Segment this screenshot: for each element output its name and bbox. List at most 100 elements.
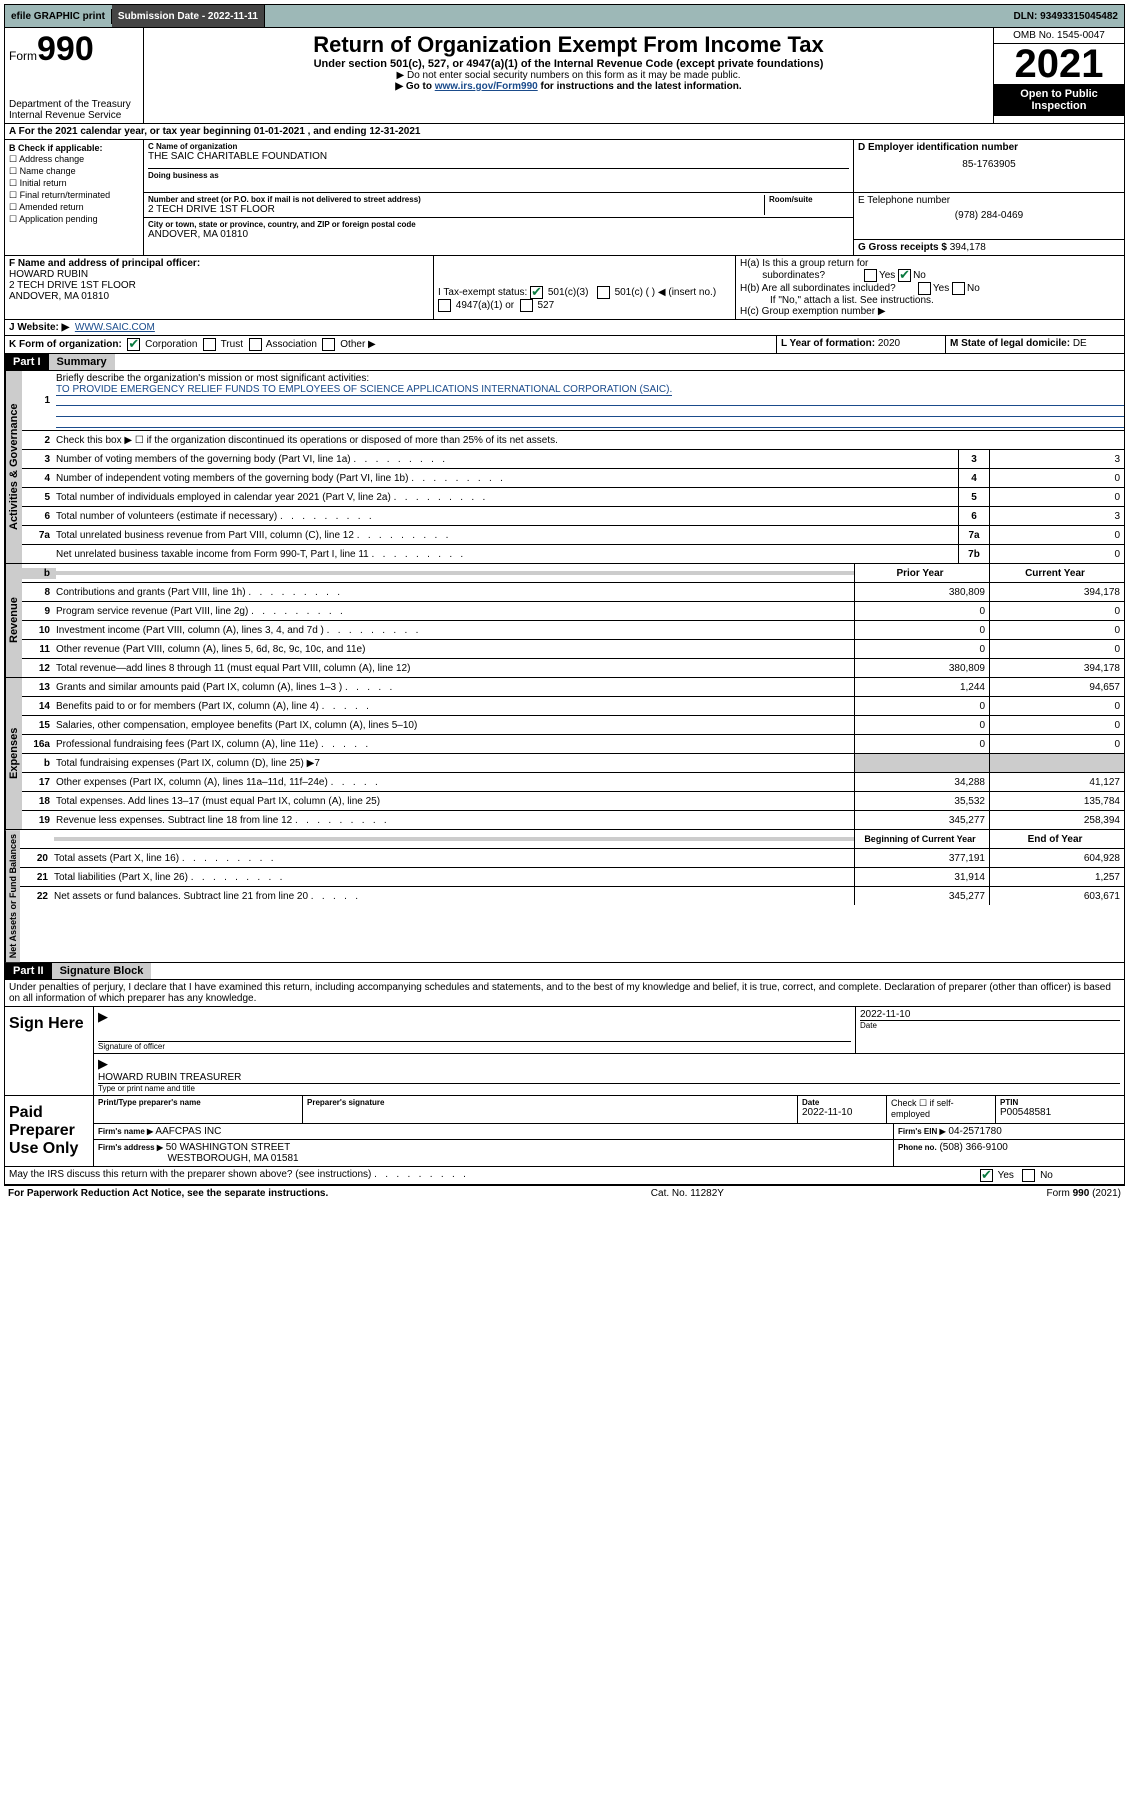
tax-year: 2021: [994, 44, 1124, 84]
firm-ein: 04-2571780: [948, 1126, 1001, 1137]
p18: 35,532: [854, 792, 989, 810]
form-number: Form990: [9, 30, 139, 69]
p9: 0: [854, 602, 989, 620]
line-20: Total assets (Part X, line 16): [54, 851, 854, 866]
part2-header: Part II Signature Block: [4, 963, 1125, 980]
line-10: Investment income (Part VIII, column (A)…: [56, 623, 854, 638]
line-21: Total liabilities (Part X, line 26): [54, 870, 854, 885]
cb-assoc[interactable]: [249, 338, 262, 351]
label-street: Number and street (or P.O. box if mail i…: [148, 195, 764, 204]
hdr-curr: Current Year: [989, 564, 1124, 582]
cb-4947[interactable]: [438, 299, 451, 312]
p8: 380,809: [854, 583, 989, 601]
label-gross: G Gross receipts $: [858, 242, 947, 253]
line-4: Number of independent voting members of …: [56, 471, 958, 486]
gross-receipts: 394,178: [950, 242, 986, 253]
cb-other[interactable]: [322, 338, 335, 351]
row-hb2: If "No," attach a list. See instructions…: [740, 295, 1120, 306]
c19: 258,394: [989, 811, 1124, 829]
irs-link[interactable]: www.irs.gov/Form990: [435, 81, 538, 92]
form-header: Form990 Department of the Treasury Inter…: [4, 28, 1125, 124]
firm-addr2: WESTBOROUGH, MA 01581: [167, 1153, 298, 1164]
line-9: Program service revenue (Part VIII, line…: [56, 604, 854, 619]
label-city: City or town, state or province, country…: [148, 220, 849, 229]
website-link[interactable]: WWW.SAIC.COM: [75, 322, 155, 333]
hdr-prior: Prior Year: [854, 564, 989, 582]
row-a-tax-year: A For the 2021 calendar year, or tax yea…: [4, 124, 1125, 140]
val-5: 0: [989, 488, 1124, 506]
cb-may-yes[interactable]: [980, 1169, 993, 1182]
cb-ha-no[interactable]: [898, 269, 911, 282]
line-6: Total number of volunteers (estimate if …: [56, 509, 958, 524]
row-j: J Website: ▶ WWW.SAIC.COM: [4, 320, 1125, 336]
pt-check: Check ☐ if self-employed: [887, 1096, 996, 1123]
footer-left: For Paperwork Reduction Act Notice, see …: [8, 1188, 328, 1199]
p11: 0: [854, 640, 989, 658]
sign-here-section: Sign Here Signature of officer 2022-11-1…: [4, 1007, 1125, 1096]
c15: 0: [989, 716, 1124, 734]
footer-mid: Cat. No. 11282Y: [651, 1188, 724, 1199]
form-subtitle: Under section 501(c), 527, or 4947(a)(1)…: [148, 58, 989, 70]
block-bcdeg: B Check if applicable: ☐ Address change …: [4, 140, 1125, 256]
officer-sig-name: HOWARD RUBIN TREASURER: [98, 1072, 1120, 1083]
tab-expenses: Expenses: [5, 678, 22, 829]
line-22: Net assets or fund balances. Subtract li…: [54, 889, 854, 904]
efile-button[interactable]: efile GRAPHIC print: [5, 9, 112, 24]
b20: 377,191: [854, 849, 989, 867]
street-address: 2 TECH DRIVE 1ST FLOOR: [148, 204, 764, 215]
state-domicile: DE: [1073, 338, 1087, 349]
p16b: [854, 754, 989, 772]
hdr-end: End of Year: [989, 830, 1124, 848]
submission-date: Submission Date - 2022-11-11: [112, 5, 265, 27]
c9: 0: [989, 602, 1124, 620]
cb-corp[interactable]: [127, 338, 140, 351]
val-7a: 0: [989, 526, 1124, 544]
row-fh: F Name and address of principal officer:…: [4, 256, 1125, 320]
part1-header: Part I Summary: [4, 354, 1125, 371]
line-18: Total expenses. Add lines 13–17 (must eq…: [56, 794, 854, 809]
cb-501c[interactable]: [597, 286, 610, 299]
c16a: 0: [989, 735, 1124, 753]
paid-preparer-label: Paid Preparer Use Only: [5, 1096, 94, 1166]
c10: 0: [989, 621, 1124, 639]
tab-activities: Activities & Governance: [5, 371, 22, 563]
line-16b: Total fundraising expenses (Part IX, col…: [56, 756, 854, 771]
b21: 31,914: [854, 868, 989, 886]
city-state-zip: ANDOVER, MA 01810: [148, 229, 849, 240]
row-may-discuss: May the IRS discuss this return with the…: [4, 1167, 1125, 1185]
form-title: Return of Organization Exempt From Incom…: [148, 32, 989, 58]
val-7b: 0: [989, 545, 1124, 563]
dln: DLN: 93493315045482: [1007, 9, 1124, 24]
ptin: P00548581: [1000, 1107, 1120, 1118]
label-org-name: C Name of organization: [148, 142, 849, 151]
cb-hb-no[interactable]: [952, 282, 965, 295]
label-firm-phone: Phone no.: [898, 1143, 937, 1152]
cb-trust[interactable]: [203, 338, 216, 351]
form-note-1: ▶ Do not enter social security numbers o…: [148, 70, 989, 81]
topbar: efile GRAPHIC print Submission Date - 20…: [4, 4, 1125, 28]
section-revenue: Revenue bPrior YearCurrent Year 8Contrib…: [4, 564, 1125, 678]
cb-hb-yes[interactable]: [918, 282, 931, 295]
cb-ha-yes[interactable]: [864, 269, 877, 282]
label-ptin: PTIN: [1000, 1098, 1120, 1107]
dept-irs: Internal Revenue Service: [9, 110, 139, 121]
line-11: Other revenue (Part VIII, column (A), li…: [56, 642, 854, 657]
cb-may-no[interactable]: [1022, 1169, 1035, 1182]
c13: 94,657: [989, 678, 1124, 696]
footer: For Paperwork Reduction Act Notice, see …: [4, 1185, 1125, 1201]
c8: 394,178: [989, 583, 1124, 601]
tab-revenue: Revenue: [5, 564, 22, 677]
line-7b: Net unrelated business taxable income fr…: [56, 547, 958, 562]
p17: 34,288: [854, 773, 989, 791]
officer-name: HOWARD RUBIN: [9, 269, 429, 280]
open-to-public: Open to Public Inspection: [994, 84, 1124, 116]
c14: 0: [989, 697, 1124, 715]
line-15: Salaries, other compensation, employee b…: [56, 718, 854, 733]
label-pt-sig: Preparer's signature: [307, 1098, 793, 1107]
label-sig-officer: Signature of officer: [98, 1041, 851, 1051]
c18: 135,784: [989, 792, 1124, 810]
cb-527[interactable]: [520, 299, 533, 312]
row-hc: H(c) Group exemption number ▶: [740, 306, 1120, 317]
firm-name: AAFCPAS INC: [155, 1126, 221, 1137]
cb-501c3[interactable]: [530, 286, 543, 299]
